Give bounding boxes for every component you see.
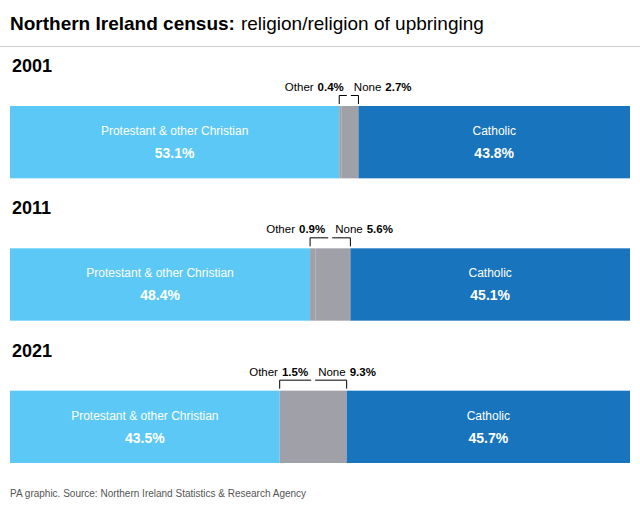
bar-segment — [316, 248, 351, 320]
bracket-label: None 5.6% — [335, 223, 393, 235]
category-label: 2001 — [12, 56, 52, 76]
data-label: 45.1% — [470, 287, 510, 303]
segment-name: None — [335, 223, 363, 235]
category-label: 2021 — [12, 341, 52, 361]
segment-name: Catholic — [473, 124, 516, 138]
chart: Northern Ireland census: religion/religio… — [0, 0, 640, 509]
bracket — [315, 380, 346, 389]
bracket-label: None 9.3% — [318, 366, 376, 378]
data-label: 53.1% — [155, 145, 195, 161]
segment-name: Catholic — [469, 266, 512, 280]
labels: 2001 Protestant & other Christian 53.1% Cat… — [12, 56, 516, 446]
bracket-label: Other 0.4% — [285, 81, 344, 93]
bracket-label: Other 1.5% — [249, 366, 308, 378]
bars — [10, 106, 630, 463]
segment-name: None — [318, 366, 346, 378]
data-label: 43.8% — [474, 145, 514, 161]
bracket-label: Other 0.9% — [266, 223, 325, 235]
data-label: 2.7% — [385, 81, 411, 93]
bar-segment — [289, 391, 347, 463]
data-label: 48.4% — [140, 287, 180, 303]
segment-name: Protestant & other Christian — [71, 409, 218, 423]
bar-segment — [310, 248, 316, 320]
bar-segment — [342, 106, 359, 178]
data-label: 45.7% — [468, 430, 508, 446]
bracket — [280, 380, 311, 389]
bracket-label: None2.7% — [354, 81, 412, 93]
bracket — [339, 96, 347, 105]
bar-segment — [10, 106, 339, 178]
segment-name: Protestant & other Christian — [101, 124, 248, 138]
data-label: 5.6% — [367, 223, 393, 235]
segment-name: Other — [285, 81, 314, 93]
bracket — [310, 238, 328, 247]
segment-name: Catholic — [467, 409, 510, 423]
data-label: 1.5% — [282, 366, 308, 378]
segment-name: Protestant & other Christian — [86, 266, 233, 280]
bar-segment — [280, 391, 289, 463]
title-bold: Northern Ireland census: — [10, 13, 235, 34]
data-label: 9.3% — [350, 366, 376, 378]
data-label: 0.9% — [299, 223, 325, 235]
bracket — [332, 238, 350, 247]
data-label: 0.4% — [318, 81, 344, 93]
segment-name: None — [354, 81, 382, 93]
subtitle: religion/religion of upbringing — [241, 13, 484, 34]
chart-container: Northern Ireland census: religion/religio… — [0, 0, 640, 509]
separator — [0, 46, 640, 47]
source: PA graphic. Source: Northern Ireland Sta… — [10, 488, 306, 499]
data-label: 43.5% — [125, 430, 165, 446]
bar-segment — [10, 248, 310, 320]
title: Northern Ireland census: religion/religio… — [10, 13, 484, 34]
bar-segment — [358, 106, 630, 178]
bar-segment — [10, 391, 280, 463]
segment-name: Other — [249, 366, 278, 378]
bracket — [351, 96, 359, 105]
segment-name: Other — [266, 223, 295, 235]
bar-segment — [350, 248, 630, 320]
bar-segment — [339, 106, 341, 178]
bar-segment — [347, 391, 630, 463]
category-label: 2011 — [12, 198, 51, 218]
